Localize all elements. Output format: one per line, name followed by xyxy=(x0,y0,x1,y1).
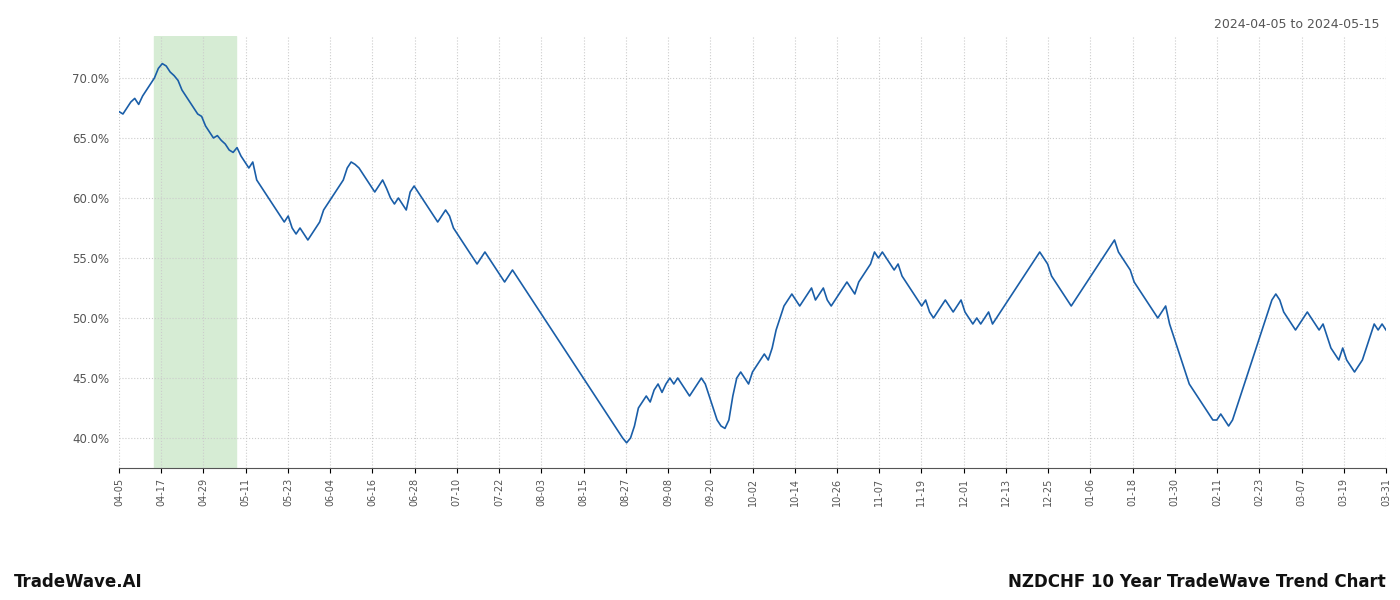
Text: 2024-04-05 to 2024-05-15: 2024-04-05 to 2024-05-15 xyxy=(1214,18,1379,31)
Text: TradeWave.AI: TradeWave.AI xyxy=(14,573,143,591)
Text: NZDCHF 10 Year TradeWave Trend Chart: NZDCHF 10 Year TradeWave Trend Chart xyxy=(1008,573,1386,591)
Bar xyxy=(154,36,235,468)
